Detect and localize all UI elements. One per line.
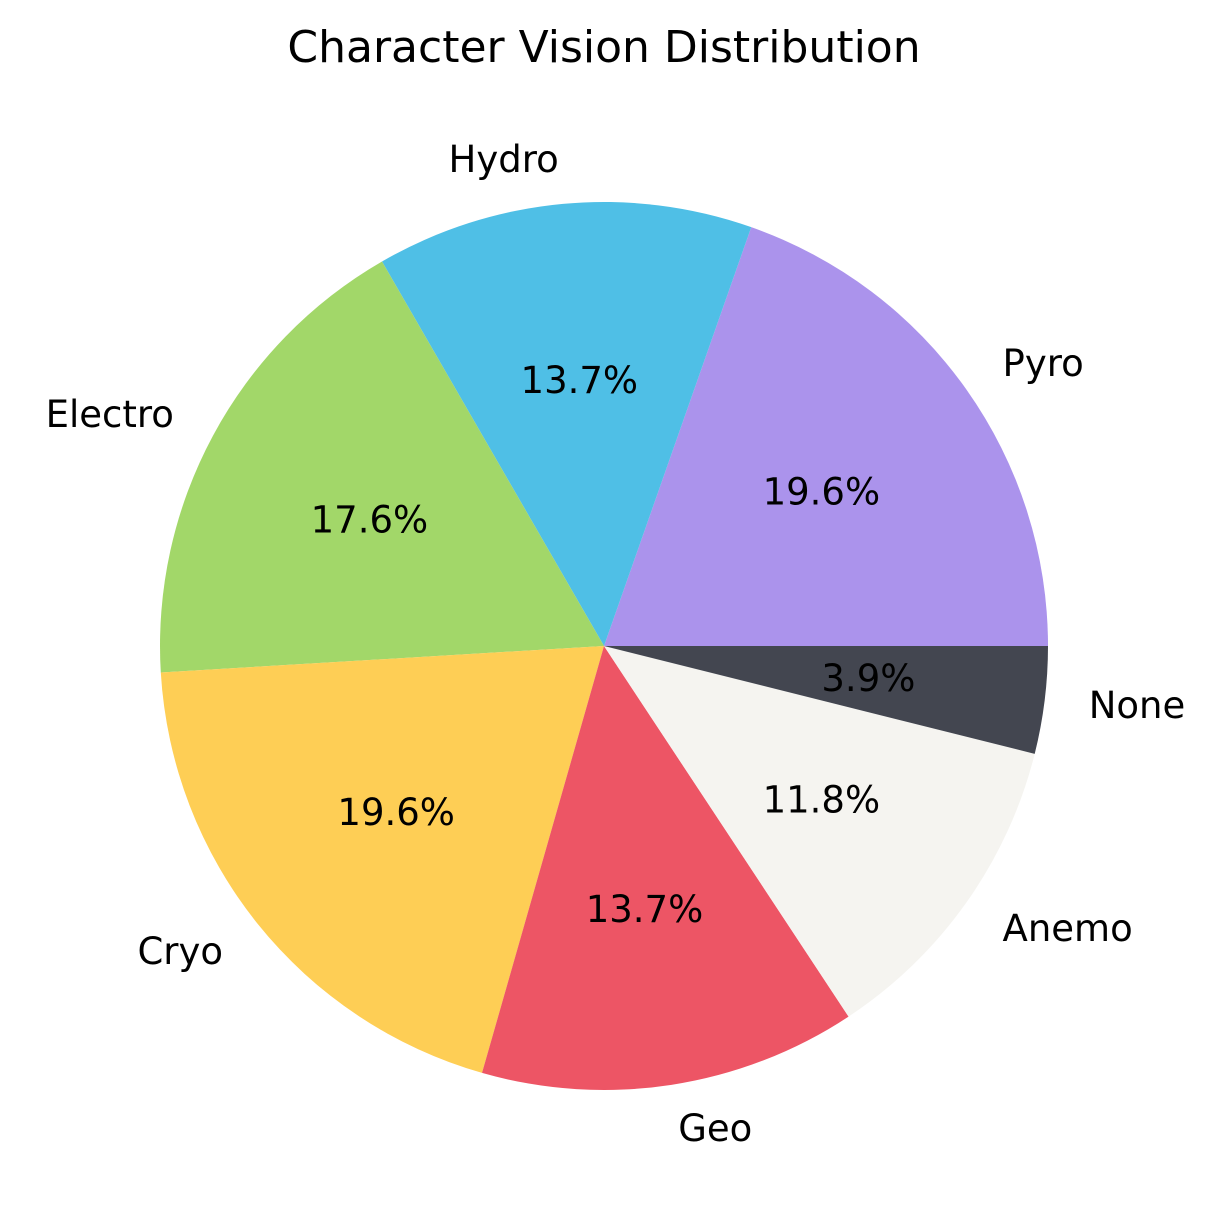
pie-slice-anemo (604, 646, 1035, 1017)
slice-label-geo: Geo (678, 1107, 752, 1150)
pie-slice-pyro (604, 227, 1048, 646)
pct-label-geo: 13.7% (586, 888, 704, 931)
pie-slice-cryo (160, 646, 605, 1073)
pct-label-pyro: 19.6% (763, 471, 881, 514)
slice-label-hydro: Hydro (449, 138, 559, 181)
slice-label-none: None (1089, 684, 1186, 727)
pie-slice-hydro (382, 201, 752, 646)
pct-label-none: 3.9% (821, 657, 915, 700)
slice-label-electro: Electro (46, 393, 174, 436)
pct-label-hydro: 13.7% (521, 359, 639, 402)
pct-label-anemo: 11.8% (763, 778, 881, 821)
pie-slice-electro (159, 261, 604, 673)
pie-slice-geo (482, 646, 849, 1090)
slice-label-cryo: Cryo (137, 930, 223, 973)
pct-label-electro: 17.6% (311, 498, 429, 541)
slice-label-anemo: Anemo (1003, 907, 1133, 950)
pct-label-cryo: 19.6% (337, 791, 455, 834)
chart-title: Character Vision Distribution (287, 22, 921, 73)
pie-slice-none (604, 646, 1048, 754)
slice-label-pyro: Pyro (1003, 342, 1084, 385)
